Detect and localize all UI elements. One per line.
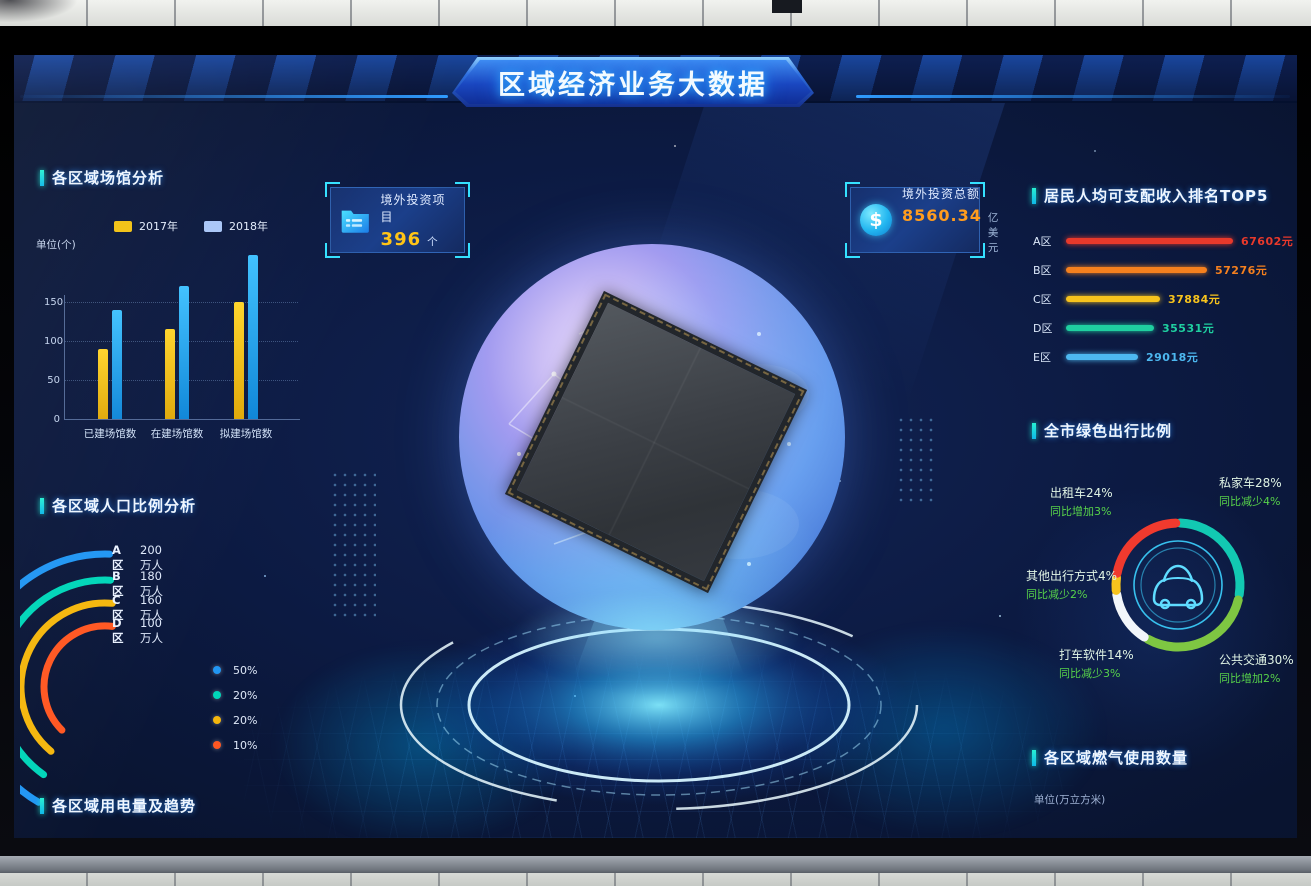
corner-bracket — [845, 182, 860, 197]
section-title: 全市绿色出行比例 — [1044, 422, 1173, 440]
percent-legend-item: 20% — [213, 714, 257, 727]
income-row: E区 29018元 — [1033, 351, 1199, 364]
income-row: C区 37884元 — [1033, 293, 1221, 306]
section-marker — [1032, 422, 1036, 439]
y-axis — [64, 295, 65, 419]
donut-label-public-transit: 公共交通30% 同比增加2% — [1219, 653, 1294, 685]
population-row: D区 100万人 — [112, 616, 163, 645]
stat-unit: 个 — [427, 235, 438, 248]
section-population: 各区域人口比例分析 — [40, 495, 196, 516]
wall-tiles-top — [0, 0, 1311, 26]
x-category-label: 已建场馆数 — [83, 428, 137, 440]
corner-bracket — [325, 182, 340, 197]
car-icon — [1152, 564, 1204, 610]
x-category-label: 在建场馆数 — [150, 428, 204, 440]
y-tick-label: 0 — [53, 414, 60, 425]
section-title: 各区域场馆分析 — [52, 169, 165, 187]
bar-2018年 — [179, 286, 189, 419]
section-title: 各区域燃气使用数量 — [1044, 749, 1189, 767]
donut-label-private-car: 私家车28% 同比减少4% — [1219, 476, 1282, 508]
section-title: 各区域人口比例分析 — [52, 497, 197, 515]
percent-legend-item: 20% — [213, 689, 257, 702]
dashboard-screen: 区域经济业务大数据 各区域场馆分析 2017年 2018年 单位(个) 0 50 10… — [14, 55, 1297, 838]
y-tick-label: 100 — [44, 336, 64, 347]
corner-bracket — [970, 182, 985, 197]
header-accent-line-right — [856, 95, 1290, 98]
section-title: 各区域用电量及趋势 — [52, 797, 197, 815]
stat-value: 8560.34 — [902, 206, 982, 225]
stat-label: 境外投资总额 — [902, 187, 981, 201]
title-plate: 区域经济业务大数据 — [452, 57, 814, 107]
bar-2017年 — [165, 329, 175, 419]
section-green-travel: 全市绿色出行比例 — [1032, 420, 1172, 441]
income-bar-chart: A区 67602元 B区 57276元 C区 37884元 D区 35531元 E区 29018元 — [14, 55, 1297, 838]
dot-grid-right — [896, 415, 936, 505]
green-travel-donut — [1111, 518, 1245, 652]
income-bar — [1066, 238, 1233, 244]
income-row: A区 67602元 — [1033, 235, 1294, 248]
x-category-label: 拟建场馆数 — [219, 428, 273, 440]
section-marker — [40, 797, 44, 814]
legend-item: 2018年 — [204, 218, 268, 234]
right-panel-glow — [1014, 485, 1297, 775]
population-row: A区 200万人 — [112, 543, 163, 572]
bar-2017年 — [234, 302, 244, 419]
dot-grid-left — [330, 470, 376, 620]
percent-legend-item: 10% — [213, 739, 257, 752]
donut-label-ride-hailing: 打车软件14% 同比减少3% — [1059, 648, 1134, 680]
section-title: 居民人均可支配收入排名TOP5 — [1044, 187, 1269, 205]
income-bar — [1066, 267, 1207, 273]
section-marker — [40, 169, 44, 186]
wall-ledge — [0, 856, 1311, 873]
venue-bar-chart: 0 50 100 150 已建场馆数 在建场馆数 拟建场馆数 — [44, 255, 306, 445]
page-title: 区域经济业务大数据 — [498, 69, 768, 101]
population-row: C区 160万人 — [112, 593, 163, 622]
stat-box-investment: $ 境外投资总额 8560.34 亿美元 — [845, 182, 998, 258]
section-marker — [40, 497, 44, 514]
y-tick-label: 50 — [47, 375, 60, 386]
section-gas: 各区域燃气使用数量 — [1032, 747, 1188, 768]
venue-chart-legend: 2017年 2018年 — [114, 218, 268, 234]
income-bar — [1066, 325, 1154, 331]
bar-2018年 — [248, 255, 258, 419]
corner-bracket — [325, 243, 340, 258]
bar-2018年 — [112, 310, 122, 419]
income-row: B区 57276元 — [1033, 264, 1268, 277]
globe-base-glow — [512, 591, 802, 683]
wall-tiles-bottom — [0, 873, 1311, 886]
percent-legend-item: 50% — [213, 664, 257, 677]
y-tick-label: 150 — [44, 297, 64, 308]
population-row: B区 180万人 — [112, 569, 163, 598]
section-marker — [1032, 749, 1036, 766]
section-income: 居民人均可支配收入排名TOP5 — [1032, 185, 1268, 206]
corner-bracket — [455, 182, 470, 197]
stat-label: 境外投资项目 — [380, 192, 446, 224]
stat-box-projects: 境外投资项目 396 个 — [325, 182, 470, 258]
venue-unit-label: 单位(个) — [36, 239, 76, 251]
header-accent-line-left — [20, 95, 448, 98]
donut-label-taxi: 出租车24% 同比增加3% — [1050, 486, 1113, 518]
income-bar — [1066, 296, 1160, 302]
section-electricity: 各区域用电量及趋势 — [40, 795, 196, 816]
stat-value: 396 — [380, 228, 422, 250]
corner-bracket — [970, 243, 985, 258]
donut-label-other: 其他出行方式4% 同比减少2% — [1026, 569, 1118, 601]
corner-bracket — [455, 243, 470, 258]
dollar-icon: $ — [860, 204, 892, 236]
section-marker — [1032, 187, 1036, 204]
corner-bracket — [845, 243, 860, 258]
stat-unit: 亿美元 — [987, 212, 999, 254]
legend-item: 2017年 — [114, 218, 178, 234]
income-row: D区 35531元 — [1033, 322, 1215, 335]
folder-icon — [341, 210, 369, 233]
x-axis — [64, 419, 300, 420]
wall-mount-bracket — [772, 0, 802, 13]
bar-2017年 — [98, 349, 108, 419]
income-bar — [1066, 354, 1138, 360]
population-arc-chart — [20, 550, 116, 806]
section-venues: 各区域场馆分析 — [40, 167, 164, 188]
gas-unit-label: 单位(万立方米) — [1034, 794, 1106, 806]
